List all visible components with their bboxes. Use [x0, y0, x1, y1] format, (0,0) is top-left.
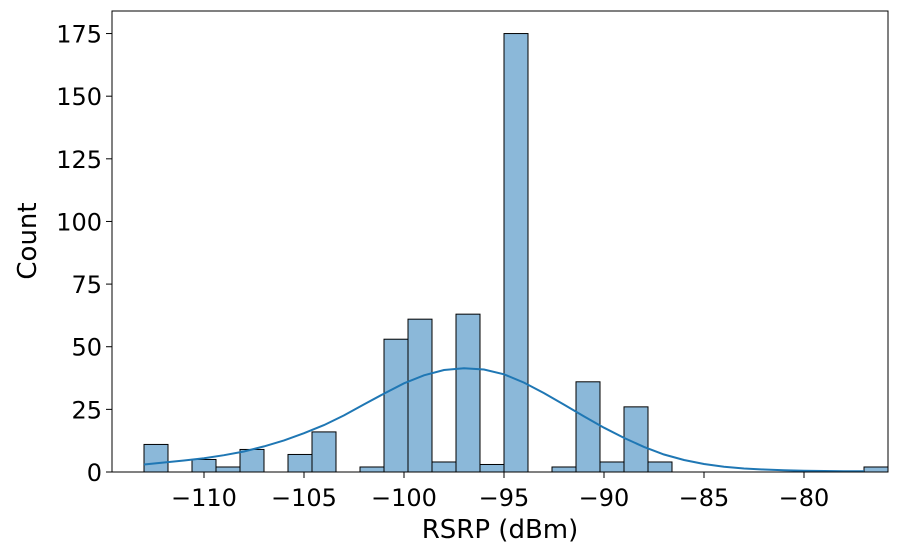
bar-10: [383, 338, 409, 473]
x-tick-label: −90: [579, 484, 630, 512]
x-tick-label: −80: [779, 484, 830, 512]
plot-frame: [111, 10, 889, 473]
histogram-bars: [143, 33, 889, 473]
bar-19: [599, 461, 625, 473]
bar-17: [551, 466, 577, 473]
y-tick-label: 0: [87, 459, 102, 487]
bar-0: [143, 443, 169, 473]
y-tick-label: 100: [56, 208, 102, 236]
y-tick-label: 125: [56, 146, 102, 174]
x-tick-label: −110: [171, 484, 237, 512]
kde-curve: [143, 367, 864, 473]
x-tick-label: −105: [271, 484, 337, 512]
bar-13: [455, 313, 481, 473]
y-tick-label: 25: [71, 396, 102, 424]
x-tick-label: −85: [679, 484, 730, 512]
bar-2: [191, 458, 217, 473]
y-tick-label: 175: [56, 21, 102, 49]
bar-12: [431, 461, 457, 473]
bar-18: [575, 381, 601, 473]
bar-6: [287, 453, 313, 473]
x-tick-label: −100: [371, 484, 437, 512]
bar-11: [407, 318, 433, 473]
y-axis-label: Count: [13, 202, 43, 279]
bar-7: [311, 431, 337, 473]
x-tick-label: −95: [479, 484, 530, 512]
bar-22: [863, 466, 889, 473]
y-tick-label: 50: [71, 334, 102, 362]
bar-3: [215, 466, 241, 473]
x-axis: −110 −105 −100 −95 −90 −85 −80: [171, 472, 829, 512]
x-axis-label: RSRP (dBm): [422, 515, 579, 545]
y-tick-label: 150: [56, 83, 102, 111]
bar-9: [359, 466, 385, 473]
bar-14: [479, 463, 505, 473]
y-tick-label: 75: [71, 271, 102, 299]
bar-15: [503, 33, 529, 473]
bar-21: [647, 461, 673, 473]
y-axis: 0 25 50 75 100 125 150 175: [56, 21, 112, 487]
bar-4: [239, 448, 265, 473]
